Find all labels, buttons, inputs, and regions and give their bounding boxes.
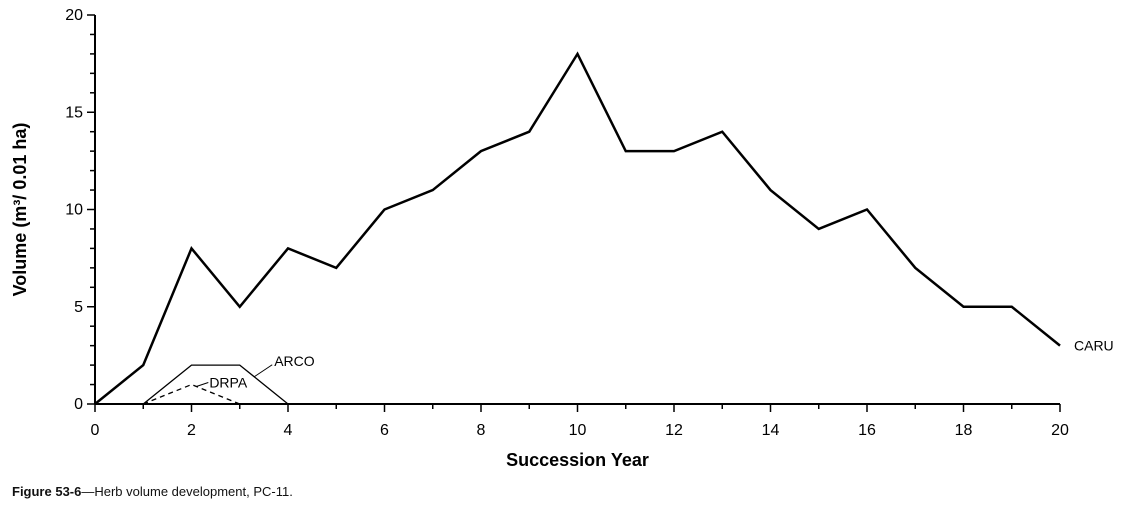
series-leader-drpa bbox=[196, 382, 209, 387]
y-tick-label: 0 bbox=[74, 396, 83, 413]
figure-caption: Figure 53-6—Herb volume development, PC-… bbox=[12, 484, 293, 499]
x-tick-label: 18 bbox=[955, 422, 973, 439]
y-tick-label: 5 bbox=[74, 299, 83, 316]
x-tick-label: 0 bbox=[91, 422, 100, 439]
axes: 0 2 4 6 8 10 12 14 16 18 20 0 5 10 15 20 bbox=[65, 7, 1069, 439]
y-tick-label: 15 bbox=[65, 104, 83, 121]
series-line-arco bbox=[142, 364, 289, 405]
series-line-caru bbox=[94, 51, 1061, 405]
series-labels: CARU ARCO DRPA bbox=[196, 338, 1114, 390]
series-group bbox=[94, 51, 1061, 405]
series-leader-arco bbox=[253, 364, 273, 378]
series-label-arco: ARCO bbox=[274, 353, 315, 369]
chart: 0 2 4 6 8 10 12 14 16 18 20 0 5 10 15 20 CARU ARCO DRPA S… bbox=[10, 7, 1114, 470]
x-tick-label: 2 bbox=[187, 422, 196, 439]
y-axis-title: Volume (m³/ 0.01 ha) bbox=[10, 123, 30, 297]
y-tick-label: 20 bbox=[65, 7, 83, 24]
x-tick-label: 10 bbox=[569, 422, 587, 439]
x-tick-label: 6 bbox=[380, 422, 389, 439]
x-tick-label: 16 bbox=[858, 422, 876, 439]
y-tick-label: 10 bbox=[65, 202, 83, 219]
series-label-drpa: DRPA bbox=[209, 374, 248, 390]
figure-number: Figure 53-6 bbox=[12, 484, 82, 499]
x-tick-label: 4 bbox=[284, 422, 293, 439]
x-tick-label: 14 bbox=[762, 422, 780, 439]
series-label-caru: CARU bbox=[1074, 338, 1114, 354]
x-tick-label: 12 bbox=[665, 422, 683, 439]
figure-caption-text: —Herb volume development, PC-11. bbox=[81, 484, 293, 499]
x-tick-label: 20 bbox=[1051, 422, 1069, 439]
x-tick-label: 8 bbox=[477, 422, 486, 439]
x-axis-title: Succession Year bbox=[506, 450, 649, 470]
